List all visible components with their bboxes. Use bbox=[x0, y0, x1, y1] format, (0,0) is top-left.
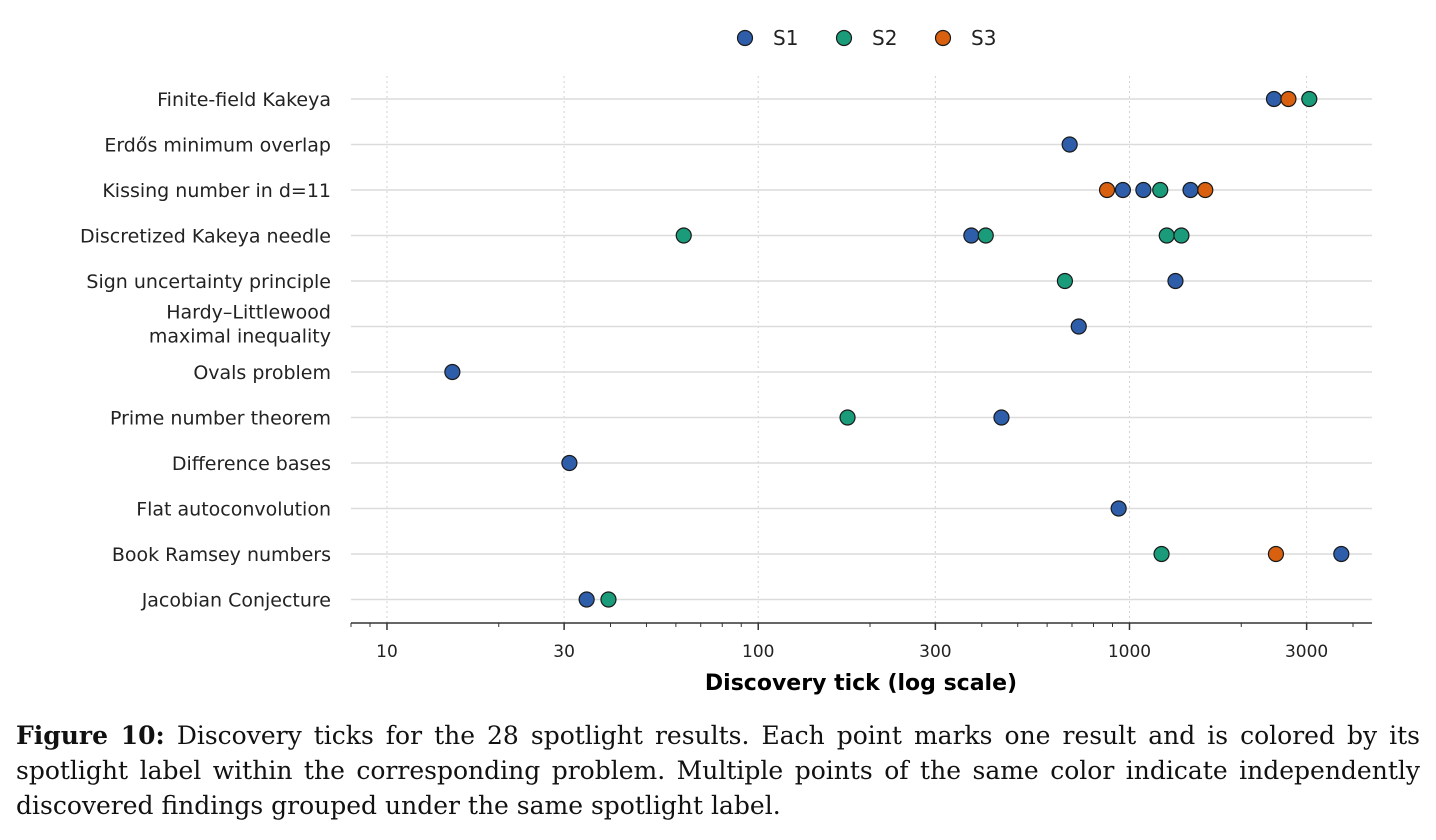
figure-caption: Figure 10: Discovery ticks for the 28 sp… bbox=[16, 718, 1420, 823]
data-point-s1 bbox=[1265, 90, 1283, 108]
legend: S1 S2 S3 bbox=[736, 26, 996, 50]
y-tick-label: Difference bases bbox=[172, 453, 331, 475]
data-point-s1 bbox=[444, 363, 461, 381]
x-tick-label: 1000 bbox=[1108, 642, 1151, 662]
chart-area: 10 30 100 300 1000 3000 Finite-field Kakeya Er… bbox=[80, 26, 1372, 696]
data-point-s1 bbox=[561, 454, 578, 472]
y-tick-label: Ovals problem bbox=[193, 362, 331, 384]
data-point-s1 bbox=[1182, 181, 1199, 199]
data-point-s2 bbox=[1173, 227, 1190, 244]
y-tick-label: Hardy–Littlewood maximal inequality bbox=[149, 302, 331, 348]
y-category-labels: Finite-field Kakeya Erdős minimum overlap… bbox=[80, 89, 331, 612]
legend-marker-s2 bbox=[835, 29, 853, 47]
caption-label: Figure 10: bbox=[16, 721, 165, 750]
grid-layer bbox=[351, 76, 1372, 623]
x-tick-label: 10 bbox=[376, 642, 398, 662]
legend-marker-s1 bbox=[736, 29, 754, 47]
data-point-s2 bbox=[675, 227, 692, 244]
data-point-s1 bbox=[1110, 500, 1127, 517]
legend-label-s3: S3 bbox=[971, 26, 996, 50]
y-tick-label: Sign uncertainty principle bbox=[86, 271, 331, 293]
y-tick-label-line: Hardy–Littlewood bbox=[166, 302, 331, 324]
data-point-s2 bbox=[977, 227, 994, 244]
data-point-s1 bbox=[1061, 136, 1078, 153]
data-point-s2 bbox=[600, 591, 617, 608]
y-tick-label: Jacobian Conjecture bbox=[141, 590, 331, 612]
data-point-s1 bbox=[963, 227, 980, 244]
data-point-s3 bbox=[1098, 181, 1116, 199]
data-point-s2 bbox=[1158, 227, 1175, 244]
data-point-s1 bbox=[578, 591, 595, 608]
legend-label-s2: S2 bbox=[872, 26, 897, 50]
y-tick-label: Prime number theorem bbox=[110, 408, 331, 430]
legend-marker-s3 bbox=[934, 29, 952, 47]
y-tick-label: Finite-field Kakeya bbox=[157, 89, 331, 111]
x-tick-label: 3000 bbox=[1285, 642, 1328, 662]
data-point-s1 bbox=[1070, 318, 1087, 335]
data-point-s3 bbox=[1197, 181, 1214, 199]
data-point-s2 bbox=[1153, 545, 1170, 563]
data-point-s1 bbox=[993, 409, 1010, 426]
x-tick-label: 300 bbox=[919, 642, 951, 662]
discovery-tick-chart: 10 30 100 300 1000 3000 Finite-field Kakeya Er… bbox=[80, 26, 1372, 696]
y-tick-label: Flat autoconvolution bbox=[136, 499, 331, 521]
data-point-s3 bbox=[1280, 90, 1297, 108]
y-tick-label: Kissing number in d=11 bbox=[102, 180, 331, 202]
x-axis-label: Discovery tick (log scale) bbox=[705, 671, 1017, 696]
x-tick-label: 30 bbox=[553, 642, 575, 662]
y-tick-label: Discretized Kakeya needle bbox=[80, 226, 331, 248]
data-points bbox=[444, 90, 1350, 608]
y-tick-label: Erdős minimum overlap bbox=[104, 135, 331, 157]
data-point-s1 bbox=[1333, 545, 1350, 563]
x-axis: 10 30 100 300 1000 3000 bbox=[350, 622, 1372, 662]
caption-text: Discovery ticks for the 28 spotlight res… bbox=[16, 721, 1420, 820]
data-point-s2 bbox=[1056, 272, 1074, 290]
data-point-s3 bbox=[1267, 545, 1285, 563]
data-point-s2 bbox=[1301, 90, 1318, 108]
y-tick-label-line: maximal inequality bbox=[149, 326, 331, 348]
data-point-s1 bbox=[1114, 181, 1132, 199]
legend-label-s1: S1 bbox=[773, 26, 798, 50]
data-point-s2 bbox=[1152, 181, 1169, 199]
data-point-s1 bbox=[1167, 272, 1184, 290]
data-point-s2 bbox=[839, 409, 856, 426]
x-tick-label: 100 bbox=[742, 642, 774, 662]
data-point-s1 bbox=[1135, 181, 1152, 199]
y-tick-label: Book Ramsey numbers bbox=[112, 544, 331, 566]
